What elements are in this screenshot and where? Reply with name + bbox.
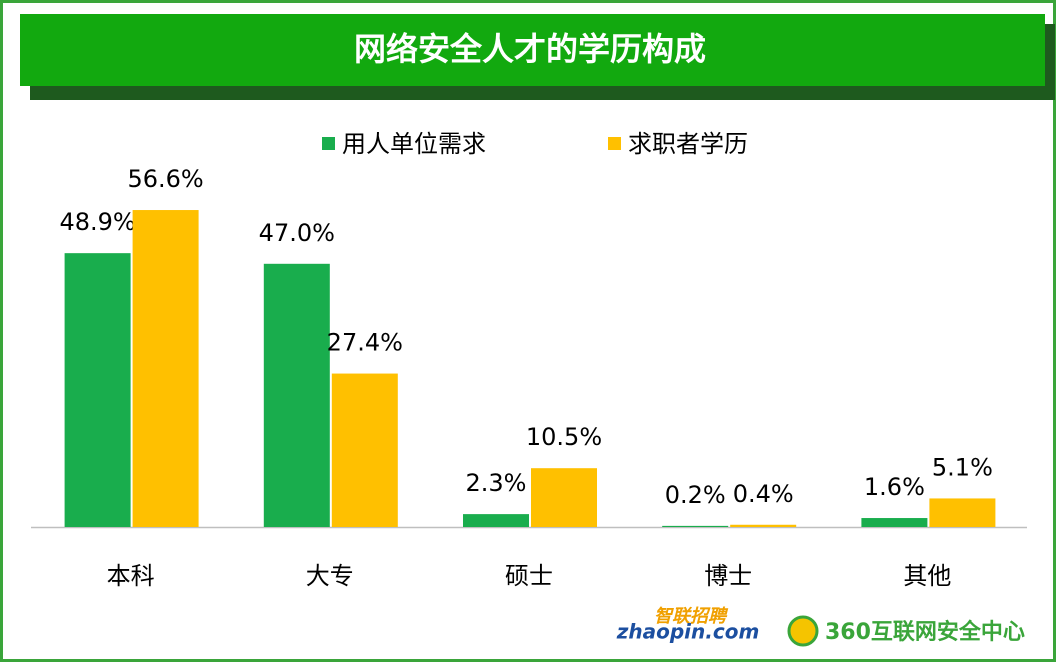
legend-label: 求职者学历 bbox=[628, 130, 748, 158]
data-label: 2.3% bbox=[466, 469, 527, 497]
bar bbox=[132, 210, 199, 528]
data-label: 56.6% bbox=[127, 165, 203, 193]
data-label: 47.0% bbox=[259, 219, 335, 247]
logo-360: 360互联网安全中心 bbox=[825, 619, 1025, 645]
logo-zhaopin-url: zhaopin.com bbox=[616, 620, 760, 644]
logo-zhaopin-name: 智联招聘 bbox=[654, 606, 729, 627]
data-label: 48.9% bbox=[59, 208, 135, 236]
x-tick-label: 其他 bbox=[903, 562, 951, 590]
bar bbox=[861, 518, 928, 527]
x-tick-label: 硕士 bbox=[505, 562, 553, 590]
x-tick-label: 本科 bbox=[107, 562, 155, 590]
legend-label: 用人单位需求 bbox=[342, 130, 486, 158]
bar bbox=[662, 525, 729, 527]
bar bbox=[929, 498, 996, 527]
x-tick-label: 大专 bbox=[306, 562, 354, 590]
bar bbox=[263, 263, 330, 527]
x-tick-label: 博士 bbox=[704, 562, 752, 590]
bar bbox=[730, 524, 797, 527]
bar bbox=[331, 373, 398, 527]
data-label: 1.6% bbox=[864, 473, 925, 501]
data-label: 27.4% bbox=[327, 329, 403, 357]
legend-swatch bbox=[608, 137, 621, 150]
data-label: 5.1% bbox=[932, 453, 993, 481]
data-label: 0.4% bbox=[733, 480, 794, 508]
data-label: 0.2% bbox=[665, 481, 726, 509]
data-label: 10.5% bbox=[526, 423, 602, 451]
bar bbox=[531, 468, 597, 527]
title-bar bbox=[20, 14, 1045, 86]
logo-360-icon bbox=[787, 615, 819, 647]
bar bbox=[463, 514, 529, 527]
chart-title: 网络安全人才的学历构成 bbox=[354, 30, 706, 68]
legend-swatch bbox=[322, 137, 335, 150]
bar bbox=[64, 253, 131, 527]
